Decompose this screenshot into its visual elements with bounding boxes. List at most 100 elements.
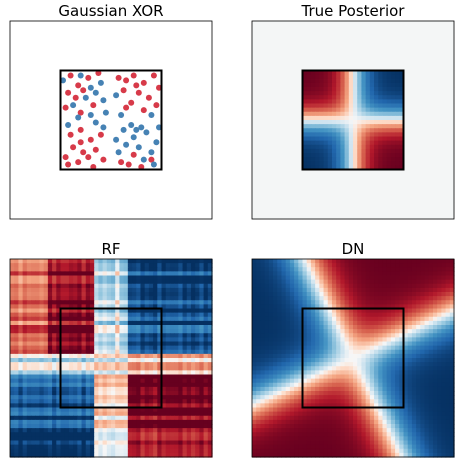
rf-cell	[94, 300, 99, 305]
rf-cell	[195, 333, 200, 338]
rf-cell	[22, 362, 28, 367]
rf-cell	[115, 424, 121, 429]
rf-cell	[43, 259, 49, 264]
rf-cell	[178, 411, 184, 417]
true-posterior-cell	[331, 37, 337, 43]
rf-cell	[115, 407, 121, 413]
rf-cell	[56, 345, 62, 351]
true-posterior-cell	[331, 124, 337, 129]
true-posterior-cell	[319, 115, 325, 121]
dn-cell	[327, 271, 333, 277]
true-posterior-cell	[252, 70, 257, 76]
rf-cell	[161, 428, 167, 433]
true-posterior-cell	[437, 186, 442, 191]
true-posterior-cell	[344, 87, 350, 92]
true-posterior-cell	[378, 107, 384, 113]
true-posterior-cell	[437, 128, 442, 133]
true-posterior-cell	[264, 198, 270, 204]
rf-cell	[190, 300, 196, 305]
rf-cell	[161, 292, 167, 297]
true-posterior-cell	[420, 120, 426, 125]
dn-cell	[256, 283, 262, 289]
scatter-point	[100, 97, 107, 104]
true-posterior-cell	[306, 62, 312, 67]
true-posterior-cell	[340, 91, 346, 96]
dn-cell	[361, 259, 367, 264]
dn-cell	[302, 267, 308, 272]
rf-cell	[127, 428, 133, 433]
dn-cell	[428, 267, 434, 272]
true-posterior-cell	[424, 144, 430, 150]
true-posterior-cell	[424, 181, 430, 187]
rf-cell	[144, 419, 150, 425]
true-posterior-cell	[382, 111, 388, 117]
rf-cell	[123, 419, 129, 425]
rf-cell	[119, 403, 125, 409]
true-posterior-cell	[420, 128, 426, 133]
scatter-point	[130, 151, 137, 158]
true-posterior-cell	[369, 128, 375, 133]
rf-cell	[60, 444, 66, 450]
rf-cell	[161, 424, 167, 429]
rf-cell	[199, 345, 205, 351]
rf-cell	[144, 362, 150, 367]
true-posterior-cell	[331, 45, 337, 51]
true-posterior-cell	[374, 70, 379, 76]
true-posterior-cell	[306, 210, 312, 216]
rf-cell	[94, 378, 99, 384]
rf-cell	[56, 382, 62, 388]
true-posterior-cell	[252, 78, 257, 84]
true-posterior-cell	[344, 74, 350, 80]
true-posterior-cell	[390, 206, 396, 212]
rf-cell	[26, 411, 32, 417]
dn-cell	[331, 263, 337, 268]
true-posterior-cell	[420, 49, 426, 55]
true-posterior-cell	[315, 70, 320, 76]
rf-cell	[14, 395, 20, 400]
true-posterior-cell	[382, 157, 388, 162]
rf-cell	[26, 271, 32, 277]
rf-cell	[111, 407, 116, 413]
true-posterior-cell	[403, 153, 409, 158]
true-posterior-cell	[441, 157, 447, 162]
rf-cell	[161, 444, 167, 450]
true-posterior-cell	[277, 124, 283, 129]
true-posterior-cell	[252, 91, 257, 96]
dn-cell	[294, 259, 299, 264]
rf-cell	[35, 440, 41, 446]
true-posterior-cell	[449, 95, 455, 100]
true-posterior-cell	[353, 210, 358, 216]
rf-cell	[127, 320, 133, 326]
true-posterior-heatmap	[252, 21, 455, 220]
rf-cell	[39, 403, 45, 409]
true-posterior-cell	[365, 37, 371, 43]
true-posterior-cell	[331, 214, 337, 220]
true-posterior-cell	[298, 128, 304, 133]
rf-cell	[127, 283, 133, 289]
true-posterior-cell	[306, 177, 312, 183]
true-posterior-cell	[390, 153, 396, 158]
rf-cell	[31, 267, 36, 272]
rf-cell	[10, 259, 15, 264]
rf-cell	[43, 436, 49, 442]
rf-cell	[56, 333, 62, 338]
rf-cell	[123, 395, 129, 400]
rf-cell	[98, 432, 104, 437]
true-posterior-cell	[369, 210, 375, 216]
rf-cell	[174, 300, 179, 305]
rf-cell	[199, 279, 205, 285]
true-posterior-cell	[441, 37, 447, 43]
rf-cell	[132, 444, 137, 450]
rf-cell	[127, 448, 133, 454]
rf-cell	[35, 382, 41, 388]
true-posterior-cell	[327, 173, 333, 179]
rf-cell	[157, 320, 163, 326]
rf-cell	[111, 320, 116, 326]
rf-cell	[115, 283, 121, 289]
rf-cell	[77, 279, 83, 285]
rf-cell	[98, 386, 104, 392]
rf-cell	[68, 374, 74, 380]
true-posterior-cell	[407, 169, 413, 175]
rf-cell	[169, 378, 175, 384]
scatter-point	[77, 126, 84, 133]
